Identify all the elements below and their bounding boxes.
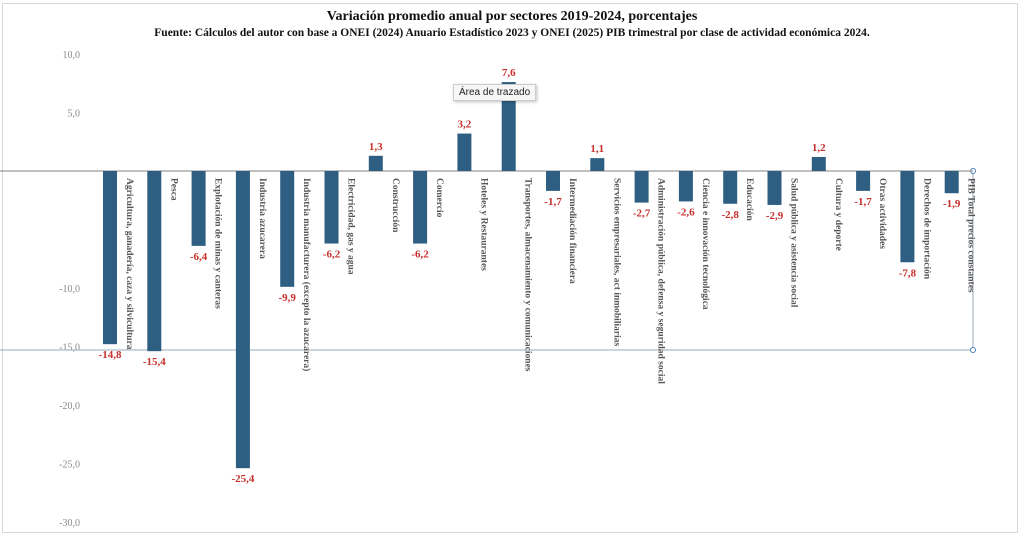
- bar: [900, 171, 915, 263]
- bar: [280, 171, 295, 287]
- bar: [324, 171, 339, 244]
- data-label: -2,7: [633, 208, 651, 220]
- data-label: 1,2: [812, 142, 826, 154]
- bar: [235, 171, 250, 469]
- bar: [944, 171, 959, 194]
- chart-subtitle: Fuente: Cálculos del autor con base a ON…: [154, 27, 870, 39]
- category-label: Pesca: [168, 178, 178, 201]
- data-label: 3,2: [458, 119, 472, 131]
- category-label: Electricidad, gas y agua: [346, 178, 356, 275]
- bar: [811, 156, 826, 171]
- bar: [590, 158, 605, 171]
- category-label: Comercio: [434, 178, 444, 218]
- data-label: 1,3: [369, 141, 383, 153]
- bar: [501, 82, 516, 171]
- category-label: Servicios empresariales, act inmobiliari…: [611, 178, 621, 346]
- data-label: 1,1: [590, 143, 604, 155]
- data-label: -6,2: [411, 249, 429, 261]
- data-label: -7,8: [899, 267, 917, 279]
- data-label: -2,6: [677, 206, 695, 218]
- category-label: Salud pública y asistencia social: [789, 178, 799, 308]
- data-label: -1,7: [854, 196, 872, 208]
- bar: [191, 171, 206, 246]
- data-label: -1,9: [943, 198, 961, 210]
- category-label: Explotación de minas y canteras: [213, 178, 223, 309]
- y-tick-label: -10,0: [59, 284, 80, 295]
- y-tick-label: -25,0: [59, 460, 80, 471]
- category-label: Cultura y deporte: [833, 178, 843, 251]
- data-label: -14,8: [99, 349, 122, 361]
- data-label: -6,4: [190, 251, 208, 263]
- bar: [678, 171, 693, 202]
- category-label: Educación: [744, 178, 754, 221]
- chart-area[interactable]: [2, 3, 1018, 533]
- bar: [546, 171, 560, 191]
- category-label: Administración pública, defensa y seguri…: [656, 178, 666, 384]
- data-label: -9,9: [278, 292, 296, 304]
- bar: [413, 171, 428, 244]
- chart-title: Variación promedio anual por sectores 20…: [326, 9, 698, 24]
- category-label: Derechos de importación: [921, 178, 931, 280]
- category-label: Agricultura, ganadería, caza y silvicult…: [124, 178, 134, 350]
- category-label: Industria manufacturera (excepto la azuc…: [301, 178, 312, 371]
- data-label: -6,2: [323, 249, 341, 261]
- bar: [147, 171, 162, 352]
- data-label: -15,4: [143, 356, 166, 368]
- resize-handle: [970, 347, 976, 353]
- data-label: 7,6: [502, 67, 516, 79]
- category-label: Ciencia e innovación tecnológica: [700, 178, 710, 310]
- data-label: -1,7: [544, 196, 562, 208]
- category-label: Transportes, almacenamiento y comunicaci…: [523, 178, 533, 372]
- bar: [723, 171, 738, 204]
- bar: [368, 155, 383, 171]
- bar: [634, 171, 649, 203]
- y-tick-label: 10,0: [63, 50, 81, 61]
- y-tick-label: -30,0: [59, 518, 80, 529]
- category-label: Intermediación financiera: [567, 178, 577, 284]
- category-label: Industria azucarera: [257, 178, 267, 259]
- category-label: PIB Total precios constantes: [966, 178, 976, 293]
- category-label: Construcción: [390, 178, 400, 233]
- category-label: Hoteles y Restaurantes: [478, 178, 488, 271]
- y-tick-label: 5,0: [68, 109, 81, 120]
- bar: [457, 133, 472, 171]
- tooltip: Área de trazado: [453, 84, 537, 101]
- bar: [767, 171, 782, 205]
- bar: [856, 171, 871, 191]
- data-label: -2,8: [721, 209, 739, 221]
- category-label: Otras actividades: [877, 178, 887, 249]
- y-tick-label: -15,0: [59, 343, 80, 354]
- data-label: -25,4: [231, 473, 254, 485]
- data-label: -2,9: [766, 210, 784, 222]
- y-tick-label: -20,0: [59, 401, 80, 412]
- bar: [103, 171, 117, 345]
